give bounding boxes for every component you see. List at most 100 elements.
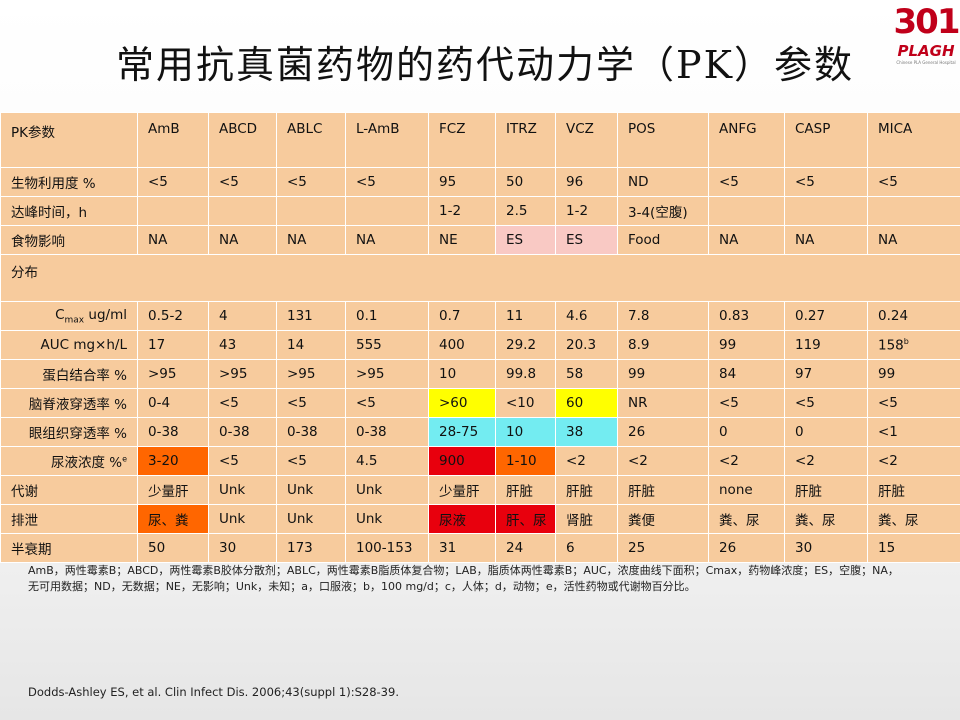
table-cell: 99.8: [495, 359, 556, 389]
table-cell: 84: [708, 359, 785, 389]
table-row: 尿液浓度 %e 3-20 <5 <5 4.5 900 1-10 <2 <2 <2 <2 <2: [0, 446, 960, 476]
table-row: 食物影响 NA NA NA NA NE ES ES Food NA NA NA: [0, 225, 960, 255]
slide-title: 常用抗真菌药物的药代动力学（PK）参数: [116, 43, 854, 87]
table-cell: NA: [784, 225, 868, 255]
header-drug-abcd: ABCD: [208, 112, 277, 168]
table-cell: 1-10: [495, 446, 556, 476]
table-cell: 0-38: [137, 417, 209, 447]
table-row: AUC mg×h/L 17 43 14 555 400 29.2 20.3 8.9 99 119 15…: [0, 330, 960, 360]
table-cell: <5: [137, 167, 209, 197]
row-label: 达峰时间，h: [0, 196, 138, 226]
table-cell: 100-153: [345, 533, 429, 563]
table-cell: NA: [867, 225, 960, 255]
table-cell: 50: [495, 167, 556, 197]
table-cell: 131: [276, 301, 346, 331]
table-cell: <5: [276, 446, 346, 476]
table-cell: 肝、尿: [495, 504, 556, 534]
table-cell: 粪、尿: [708, 504, 785, 534]
table-cell: ND: [617, 167, 709, 197]
table-cell: 4: [208, 301, 277, 331]
table-cell: 173: [276, 533, 346, 563]
table-cell: 11: [495, 301, 556, 331]
logo-subtitle: Chinese PLA General Hospital: [896, 60, 956, 65]
table-cell: [345, 196, 429, 226]
header-drug-itrz: ITRZ: [495, 112, 556, 168]
row-label: 蛋白结合率 %: [0, 359, 138, 389]
table-cell: 60: [555, 388, 618, 418]
table-cell: 10: [495, 417, 556, 447]
header-drug-mica: MICA: [867, 112, 960, 168]
table-cell: 0-4: [137, 388, 209, 418]
table-cell: 1-2: [428, 196, 496, 226]
table-cell: <2: [617, 446, 709, 476]
table-cell: <2: [784, 446, 868, 476]
table-cell: 99: [617, 359, 709, 389]
table-cell: 28-75: [428, 417, 496, 447]
table-cell: <5: [208, 446, 277, 476]
table-cell: 31: [428, 533, 496, 563]
table-cell: 肾脏: [555, 504, 618, 534]
header-param-label: PK参数: [0, 112, 138, 168]
table-row: Cmax ug/ml 0.5-2 4 131 0.1 0.7 11 4.6 7.8 0.83 0.2…: [0, 301, 960, 331]
table-cell: <2: [555, 446, 618, 476]
table-row: 半衰期 50 30 173 100-153 31 24 6 25 26 30 15: [0, 533, 960, 563]
hospital-logo: 301 PLAGH Chinese PLA General Hospital: [893, 2, 960, 68]
row-label: 排泄: [0, 504, 138, 534]
table-cell: <5: [208, 388, 277, 418]
table-cell: NA: [137, 225, 209, 255]
table-row: 眼组织穿透率 % 0-38 0-38 0-38 0-38 28-75 10 38 26 0 0 <1: [0, 417, 960, 447]
reference-citation: Dodds-Ashley ES, et al. Clin Infect Dis.…: [28, 685, 399, 699]
table-cell: <2: [708, 446, 785, 476]
table-cell: 肝脏: [867, 475, 960, 505]
row-label: 半衰期: [0, 533, 138, 563]
table-cell: 25: [617, 533, 709, 563]
header-drug-vcz: VCZ: [555, 112, 618, 168]
table-cell: >95: [208, 359, 277, 389]
table-cell: Unk: [345, 475, 429, 505]
table-cell: 26: [617, 417, 709, 447]
pk-parameter-table: PK参数 AmB ABCD ABLC L-AmB FCZ ITRZ VCZ POS ANFG CAS…: [0, 112, 960, 563]
table-cell: 肝脏: [495, 475, 556, 505]
table-cell: Unk: [276, 475, 346, 505]
table-cell: [276, 196, 346, 226]
table-cell: 900: [428, 446, 496, 476]
logo-name: PLAGH: [897, 42, 955, 60]
row-label: 食物影响: [0, 225, 138, 255]
table-cell: 0.24: [867, 301, 960, 331]
table-cell: 粪、尿: [867, 504, 960, 534]
table-cell: 97: [784, 359, 868, 389]
table-cell: 96: [555, 167, 618, 197]
table-cell: <5: [345, 388, 429, 418]
table-cell: 尿、粪: [137, 504, 209, 534]
table-cell: Unk: [345, 504, 429, 534]
header-drug-l-amb: L-AmB: [345, 112, 429, 168]
table-cell: Unk: [208, 504, 277, 534]
header-drug-casp: CASP: [784, 112, 868, 168]
header-drug-anfg: ANFG: [708, 112, 785, 168]
header-drug-fcz: FCZ: [428, 112, 496, 168]
table-cell: 0.27: [784, 301, 868, 331]
table-cell: 肝脏: [617, 475, 709, 505]
table-cell: 158b: [867, 330, 960, 360]
table-cell: <5: [867, 167, 960, 197]
table-cell: 0: [784, 417, 868, 447]
table-cell: 400: [428, 330, 496, 360]
table-cell: <5: [345, 167, 429, 197]
table-cell: >95: [345, 359, 429, 389]
table-cell: <5: [276, 167, 346, 197]
table-cell: 1-2: [555, 196, 618, 226]
table-cell: 0.83: [708, 301, 785, 331]
table-row: 代谢 少量肝 Unk Unk Unk 少量肝 肝脏 肝脏 肝脏 none 肝脏 肝脏: [0, 475, 960, 505]
row-label: 生物利用度 %: [0, 167, 138, 197]
table-row: 生物利用度 % <5 <5 <5 <5 95 50 96 ND <5 <5 <5: [0, 167, 960, 197]
table-cell: 2.5: [495, 196, 556, 226]
table-cell: 3-20: [137, 446, 209, 476]
table-cell: none: [708, 475, 785, 505]
table-cell: 95: [428, 167, 496, 197]
table-cell: 29.2: [495, 330, 556, 360]
row-label: AUC mg×h/L: [0, 330, 138, 360]
table-cell: <5: [708, 388, 785, 418]
logo-number: 301: [893, 2, 960, 42]
table-cell: 17: [137, 330, 209, 360]
table-row: 蛋白结合率 % >95 >95 >95 >95 10 99.8 58 99 84 97 99: [0, 359, 960, 389]
